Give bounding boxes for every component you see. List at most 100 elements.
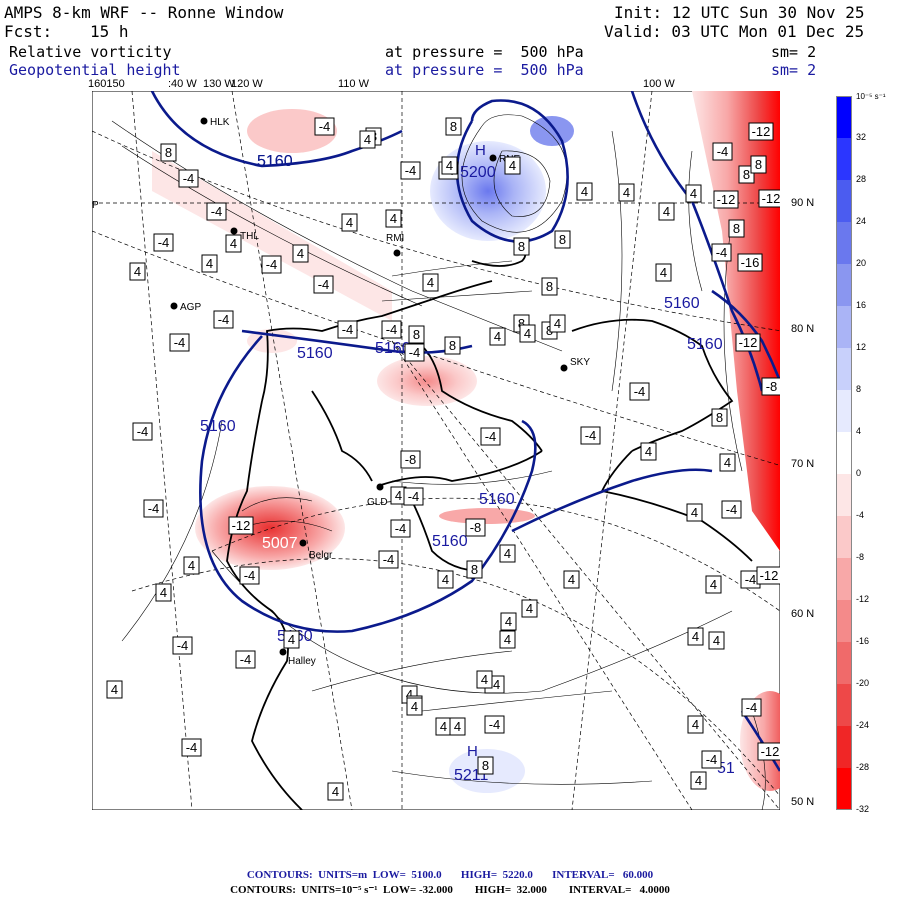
vorticity-label-box <box>761 377 780 396</box>
lat-label-60: 60 N <box>791 608 815 620</box>
vorticity-label-box <box>381 320 402 339</box>
vorticity-label: 4 <box>359 130 376 149</box>
vorticity-label: -4 <box>314 117 335 136</box>
vorticity-label-box <box>201 254 218 273</box>
vorticity-label-box <box>341 213 358 232</box>
vorticity-label-text: 4 <box>713 633 720 648</box>
colorbar-swatch <box>836 558 852 601</box>
vorticity-label-box <box>655 263 672 282</box>
colorbar-tick-label: 28 <box>856 174 867 184</box>
vorticity-label-box <box>686 503 703 522</box>
field2-smoothing: sm= 2 <box>771 61 817 79</box>
height-label: 5160 <box>375 340 411 357</box>
vorticity-label-box <box>721 500 742 519</box>
lon-label-120: 120 W <box>231 78 263 90</box>
vorticity-label-box <box>737 253 763 272</box>
vorticity-label: -4 <box>181 738 202 757</box>
vorticity-label: -4 <box>261 255 282 274</box>
vorticity-label: 4 <box>499 544 516 563</box>
vorticity-label: 8 <box>408 325 425 344</box>
vorticity-label-text: -4 <box>137 424 149 439</box>
vorticity-label-box <box>437 570 454 589</box>
vorticity-label: 8 <box>554 230 571 249</box>
colorbar-unit: 10⁻⁵ s⁻¹ <box>856 92 886 101</box>
vorticity-label-box <box>576 182 593 201</box>
vorticity-label-box <box>235 650 256 669</box>
vorticity-label-text: 4 <box>346 215 353 230</box>
vorticity-label-box <box>406 697 423 716</box>
vorticity-label-text: 4 <box>446 158 453 173</box>
vorticity-label-box <box>261 255 282 274</box>
vorticity-label: -16 <box>737 253 763 272</box>
vorticity-label-box <box>658 202 675 221</box>
forecast-label: Fcst: <box>4 22 53 41</box>
vorticity-label: -12 <box>757 742 780 761</box>
contour-line <box>421 690 613 712</box>
vorticity-label: -4 <box>711 243 732 262</box>
vorticity-label-box <box>735 333 761 352</box>
vorticity-label-box <box>441 156 458 175</box>
vorticity-label: 4 <box>476 670 493 689</box>
vorticity-label: -4 <box>153 233 174 252</box>
valid-time: Valid: 03 UTC Mon 01 Dec 25 <box>604 22 865 41</box>
vorticity-label: 4 <box>449 717 466 736</box>
vorticity-label-text: -4 <box>174 335 186 350</box>
vorticity-label: 8 <box>466 560 483 579</box>
vorticity-label-text: 4 <box>663 204 670 219</box>
vorticity-label-text: -4 <box>383 552 395 567</box>
vorticity-label-box <box>750 155 767 174</box>
station-label: HLK <box>210 117 230 128</box>
vorticity-label: 4 <box>106 680 123 699</box>
vorticity-label-text: 4 <box>332 784 339 799</box>
colorbar-tick-label: -28 <box>856 762 870 772</box>
lat-label-90: 90 N <box>791 197 815 209</box>
vorticity-label-text: 4 <box>111 682 118 697</box>
vorticity-label: 4 <box>504 156 521 175</box>
vorticity-label: -4 <box>206 202 227 221</box>
vorticity-label: -12 <box>748 122 774 141</box>
colorbar-frame <box>836 96 852 810</box>
high-marker: H <box>475 142 486 159</box>
vorticity-label: 4 <box>499 630 516 649</box>
colorbar-swatch <box>836 306 852 349</box>
field1-name: Relative vorticity <box>9 43 172 61</box>
station-dot <box>376 483 384 491</box>
vorticity-label: 4 <box>489 327 506 346</box>
vorticity-label: -12 <box>756 566 780 585</box>
vorticity-label-box <box>313 275 334 294</box>
vorticity-label-box <box>160 143 177 162</box>
station-label: SKY <box>570 357 590 368</box>
vorticity-label: -4 <box>313 275 334 294</box>
vorticity-label: 4 <box>292 244 309 263</box>
field2-name: Geopotential height <box>9 61 181 79</box>
vorticity-label-text: -4 <box>183 171 195 186</box>
colorbar-tick-label: -32 <box>856 804 870 814</box>
vorticity-label: -4 <box>132 422 153 441</box>
vorticity-label-text: -4 <box>186 740 198 755</box>
vorticity-label-text: 8 <box>743 167 750 182</box>
vorticity-label-text: -8 <box>766 379 778 394</box>
vorticity-label: -4 <box>712 142 733 161</box>
colorbar-tick-label: 24 <box>856 216 867 226</box>
vorticity-label-box <box>327 782 344 801</box>
vorticity-label-box <box>390 519 411 538</box>
vorticity-label-box <box>499 544 516 563</box>
vorticity-label-text: 4 <box>524 326 531 341</box>
vorticity-label-box <box>183 556 200 575</box>
vorticity-label: 4 <box>341 213 358 232</box>
contour-line <box>391 770 653 785</box>
vorticity-label: 4 <box>129 262 146 281</box>
vorticity-label-text: -4 <box>717 144 729 159</box>
vorticity-label-text: -4 <box>716 245 728 260</box>
vorticity-min-north <box>430 141 546 241</box>
vorticity-label-text: -4 <box>485 429 497 444</box>
height-contour-5160-center <box>241 329 473 354</box>
vorticity-label-text: -4 <box>211 204 223 219</box>
contour-line <box>461 114 568 233</box>
coastline-east <box>571 318 734 452</box>
vorticity-label-text: 4 <box>504 632 511 647</box>
vorticity-label-text: -4 <box>634 384 646 399</box>
contour-line <box>121 145 423 307</box>
colorbar-swatch <box>836 768 852 810</box>
vorticity-label-box <box>385 209 402 228</box>
